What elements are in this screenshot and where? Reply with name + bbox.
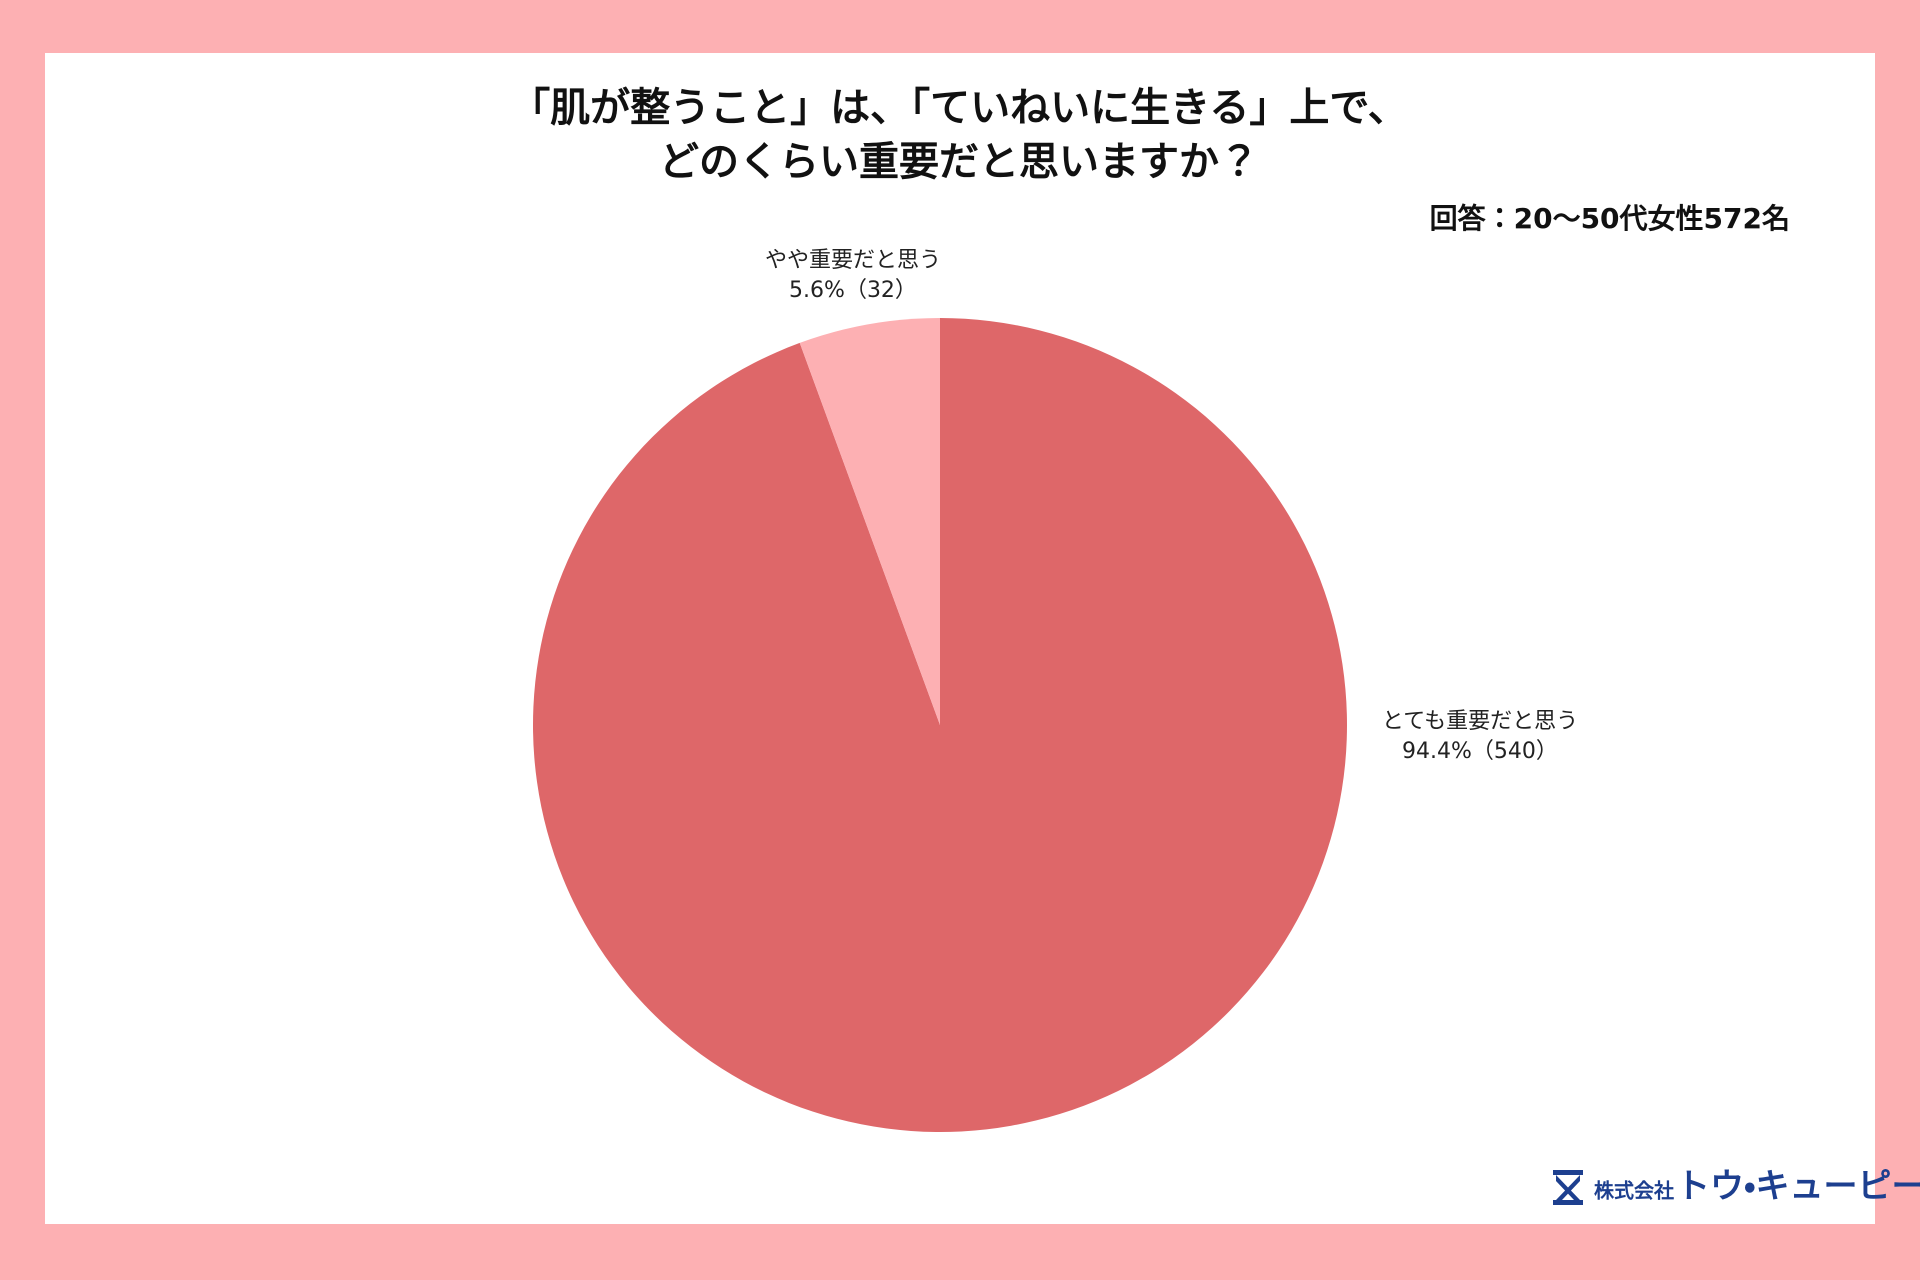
- slice-label: とても重要だと思う: [1382, 709, 1578, 734]
- chart-title: 「肌が整うこと」は、「ていねいに生きる」上で、: [510, 85, 1408, 131]
- chart-title: どのくらい重要だと思いますか？: [659, 139, 1259, 185]
- chart-subtitle: 回答：20〜50代女性572名: [1430, 202, 1790, 235]
- logo-icon: [1553, 1170, 1583, 1205]
- logo-name: トウ・キューピー: [1676, 1167, 1920, 1207]
- slice-label: やや重要だと思う: [765, 248, 941, 273]
- pie-slice: [799, 318, 940, 725]
- logo: 株式会社 トウ・キューピー: [1553, 1167, 1920, 1207]
- slice-value-label: 5.6%（32）: [789, 278, 917, 303]
- logo-company: 株式会社: [1594, 1179, 1674, 1203]
- slice-value-label: 94.4%（540）: [1402, 739, 1558, 764]
